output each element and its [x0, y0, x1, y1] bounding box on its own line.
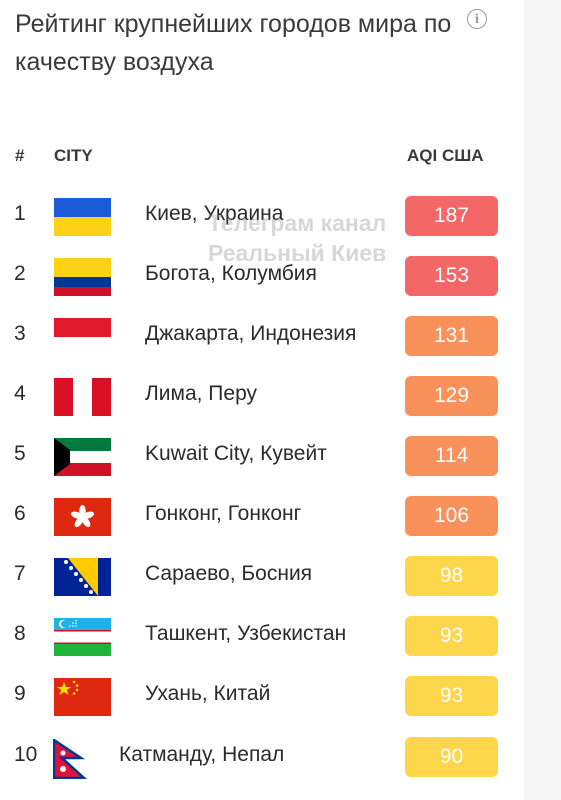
aqi-badge: 93	[405, 616, 498, 656]
aqi-badge: 93	[405, 676, 498, 716]
column-header-aqi: AQI США	[407, 146, 484, 165]
city-name: Лима, Перу	[145, 382, 258, 405]
indonesia-flag-icon	[54, 318, 111, 356]
aqi-badge: 187	[405, 196, 498, 236]
rank-number: 10	[14, 743, 38, 766]
aqi-badge: 106	[405, 496, 498, 536]
city-name: Kuwait City, Кувейт	[145, 442, 327, 465]
page-title: Рейтинг крупнейших городов мира по качес…	[15, 10, 452, 76]
rank-number: 6	[14, 502, 26, 525]
column-header-city: CITY	[54, 146, 93, 165]
city-name: Гонконг, Гонконг	[145, 502, 302, 525]
rank-number: 2	[14, 262, 26, 285]
rank-number: 5	[14, 442, 26, 465]
table-row[interactable]: 7 Сараево, Босния 98	[0, 556, 524, 600]
aqi-badge: 98	[405, 556, 498, 596]
table-row[interactable]: 8 Ташкент, Узбекистан 93	[0, 616, 524, 660]
table-row[interactable]: 4 Лима, Перу 129	[0, 376, 524, 420]
side-panel	[524, 0, 561, 800]
city-name: Ташкент, Узбекистан	[145, 622, 347, 645]
table-row[interactable]: 1 Киев, Украина 187	[0, 196, 524, 240]
city-name: Киев, Украина	[145, 202, 284, 225]
ukraine-flag-icon	[54, 198, 111, 236]
city-name: Сараево, Босния	[145, 562, 313, 585]
rank-number: 3	[14, 322, 26, 345]
city-name: Джакарта, Индонезия	[145, 322, 357, 345]
aqi-badge: 114	[405, 436, 498, 476]
rank-number: 8	[14, 622, 26, 645]
rank-number: 4	[14, 382, 26, 405]
table-row[interactable]: 3 Джакарта, Индонезия 131	[0, 316, 524, 360]
column-header-rank: #	[15, 146, 25, 165]
aqi-badge: 129	[405, 376, 498, 416]
rank-number: 1	[14, 202, 26, 225]
china-flag-icon	[54, 678, 111, 716]
table-row[interactable]: 2 Богота, Колумбия 153	[0, 256, 524, 300]
peru-flag-icon	[54, 378, 111, 416]
uzbekistan-flag-icon	[54, 618, 111, 656]
colombia-flag-icon	[54, 258, 111, 296]
city-name: Катманду, Непал	[119, 743, 285, 766]
rank-number: 7	[14, 562, 26, 585]
city-name: Богота, Колумбия	[145, 262, 317, 285]
aqi-badge: 153	[405, 256, 498, 296]
city-name: Ухань, Китай	[145, 682, 271, 705]
kuwait-flag-icon	[54, 438, 111, 476]
info-icon[interactable]: i	[467, 9, 487, 29]
aqi-badge: 90	[405, 737, 498, 777]
table-row[interactable]: 5 Kuwait City, Кувейт 114	[0, 436, 524, 480]
nepal-flag-icon	[53, 739, 87, 779]
table-row[interactable]: 6 Гонконг, Гонконг 106	[0, 496, 524, 540]
aqi-badge: 131	[405, 316, 498, 356]
bosnia-flag-icon	[54, 558, 111, 596]
table-row[interactable]: 9 Ухань, Китай 93	[0, 676, 524, 720]
table-row[interactable]: 10 Катманду, Непал 90	[0, 737, 524, 781]
rank-number: 9	[14, 682, 26, 705]
hong-kong-flag-icon	[54, 498, 111, 536]
